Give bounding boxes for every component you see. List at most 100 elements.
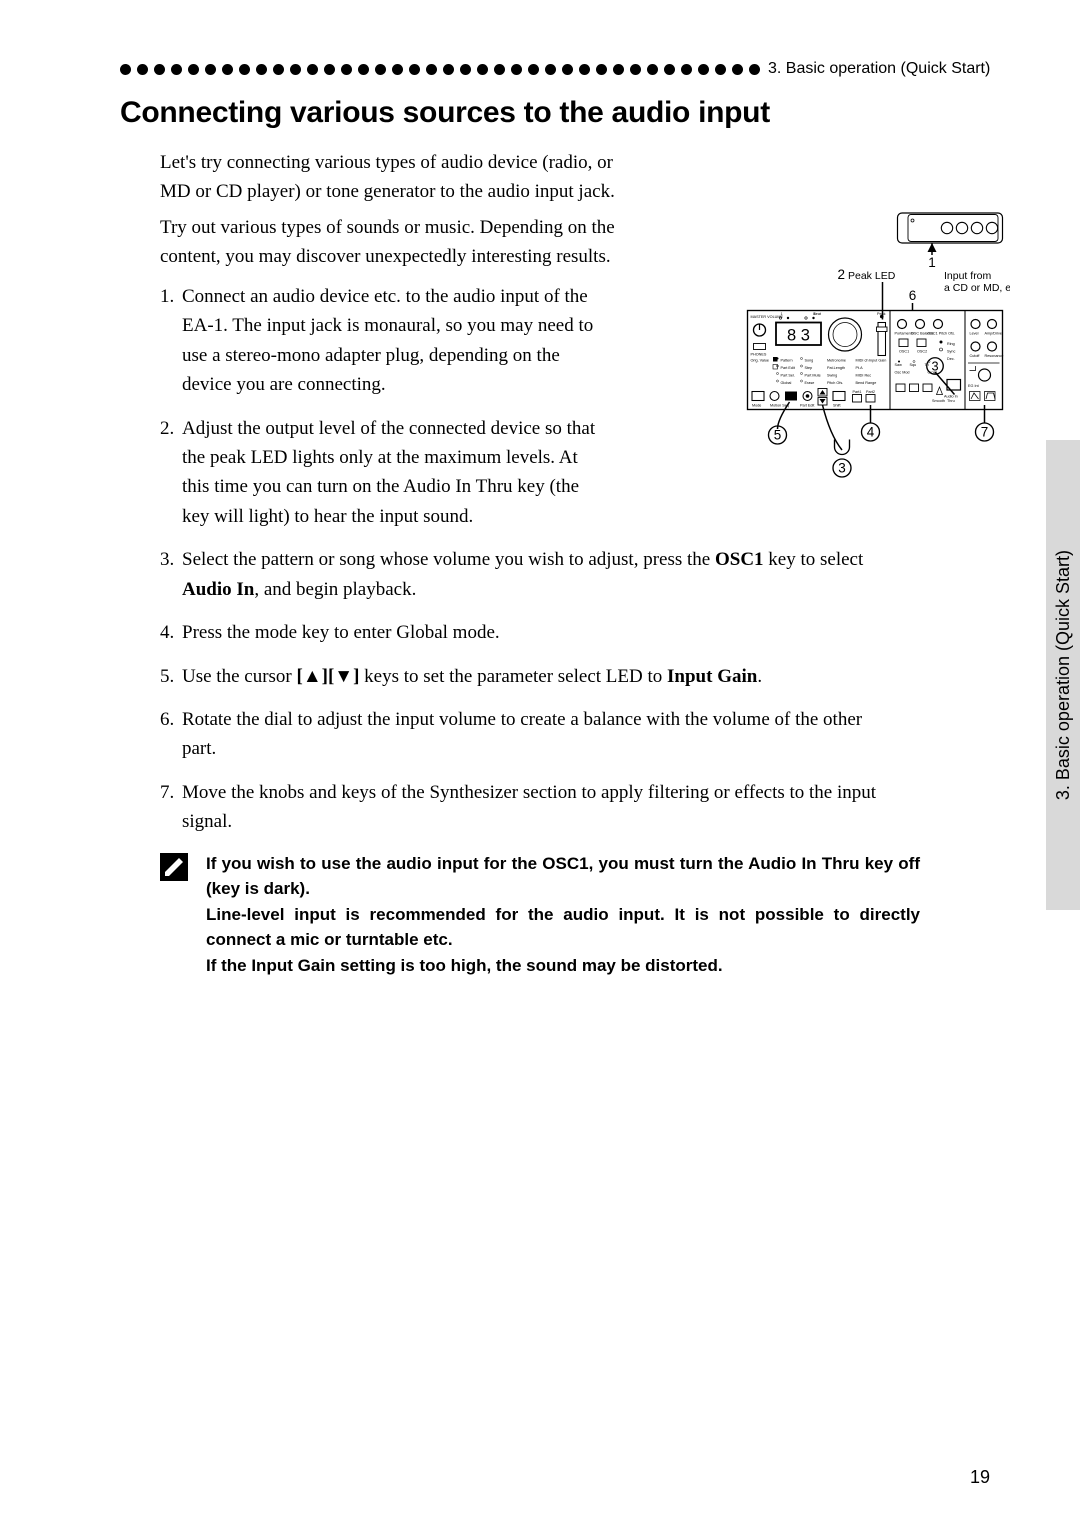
svg-text:Erase: Erase (805, 381, 815, 385)
svg-text:Part2: Part2 (866, 390, 875, 394)
svg-text:Part Sel.: Part Sel. (781, 374, 795, 378)
leader-dot (239, 64, 250, 75)
step-text: keys to set the parameter select LED to (359, 666, 667, 687)
leader-dot (256, 64, 267, 75)
leader-dot (647, 64, 658, 75)
svg-text:OSC1: OSC1 (899, 350, 909, 354)
svg-text:Audio In: Audio In (944, 395, 958, 399)
leader-dot (290, 64, 301, 75)
leader-dot (137, 64, 148, 75)
page-number: 19 (970, 1467, 990, 1488)
svg-text:Smooth: Smooth (932, 399, 945, 403)
note-line: Line-level input is recommended for the … (206, 902, 920, 953)
leader-dot (443, 64, 454, 75)
pencil-icon (160, 853, 188, 881)
svg-text:Dec.: Dec. (947, 357, 955, 361)
svg-text:Saw: Saw (895, 363, 903, 367)
leader-dot (426, 64, 437, 75)
svg-text:Thru: Thru (947, 399, 955, 403)
step-1: Connect an audio device etc. to the audi… (160, 282, 600, 400)
callout-4: 4 (867, 425, 875, 440)
callout-3: 3 (931, 359, 938, 374)
svg-text:Song: Song (805, 359, 814, 363)
step-4: Press the mode key to enter Global mode. (160, 618, 900, 647)
svg-text:EG Int: EG Int (968, 384, 980, 388)
callout-5: 5 (774, 428, 782, 443)
step-3: Select the pattern or song whose volume … (160, 545, 900, 604)
leader-dot (341, 64, 352, 75)
diagram-input-from-1: Input from (944, 270, 992, 282)
callout-1: 1 (928, 255, 936, 270)
step-text: Adjust the output level of the connected… (182, 418, 595, 527)
leader-dot (562, 64, 573, 75)
leader-dot (528, 64, 539, 75)
callout-2: 2 (838, 267, 846, 282)
note-line: If you wish to use the audio input for t… (206, 851, 920, 902)
step-5: Use the cursor [▲][▼] keys to set the pa… (160, 662, 900, 691)
svg-text:Part Mute: Part Mute (805, 374, 821, 378)
svg-text:Sync: Sync (947, 350, 955, 354)
leader-dot (188, 64, 199, 75)
step-text: Move the knobs and keys of the Synthesiz… (182, 782, 876, 832)
step-strong: Input Gain (667, 666, 757, 687)
leader-dot (358, 64, 369, 75)
diagram-peak-led: Peak LED (848, 270, 896, 282)
leader-dot (205, 64, 216, 75)
step-2: Adjust the output level of the connected… (160, 414, 600, 532)
side-tab: 3. Basic operation (Quick Start) (1046, 440, 1080, 910)
step-text: Press the mode key to enter Global mode. (182, 622, 500, 643)
step-text: Connect an audio device etc. to the audi… (182, 286, 593, 395)
step-strong: [▲][▼] (297, 666, 360, 687)
svg-text:Pat.Length: Pat.Length (827, 366, 845, 370)
svg-text:Pattern: Pattern (781, 359, 793, 363)
step-7: Move the knobs and keys of the Synthesiz… (160, 778, 900, 837)
svg-text:Resonance: Resonance (985, 354, 1004, 358)
svg-text:Bend Range: Bend Range (856, 381, 877, 385)
svg-text:OSC2: OSC2 (917, 350, 927, 354)
leader-dot (460, 64, 471, 75)
leader-dot (715, 64, 726, 75)
svg-text:Squ: Squ (910, 363, 917, 367)
intro-block: Let's try connecting various types of au… (160, 148, 630, 272)
callout-3b: 3 (838, 461, 846, 476)
label: MASTER VOLUME (751, 315, 784, 319)
leader-dot (511, 64, 522, 75)
step-6: Rotate the dial to adjust the input volu… (160, 705, 900, 764)
display-value: 8 3 (787, 327, 810, 345)
leader-dot (681, 64, 692, 75)
svg-text:Shift: Shift (833, 404, 841, 408)
svg-text:Beat: Beat (813, 312, 822, 316)
leader-dot (579, 64, 590, 75)
svg-text:Level: Level (970, 332, 979, 336)
dot-leader (120, 64, 760, 75)
leader-dot (698, 64, 709, 75)
step-text: key to select (764, 549, 864, 570)
svg-text:Mode: Mode (752, 404, 761, 408)
control-panel: MASTER VOLUME PHONES 8 3 1 4 Beat (748, 311, 1004, 410)
diagram-input-from-2: a CD or MD, etc. (944, 282, 1010, 294)
leader-dot (749, 64, 760, 75)
note-text: If you wish to use the audio input for t… (206, 851, 920, 979)
side-tab-label: 3. Basic operation (Quick Start) (1053, 550, 1074, 800)
svg-text:Step: Step (805, 366, 813, 370)
svg-text:Peak: Peak (877, 312, 886, 316)
leader-dot (120, 64, 131, 75)
step-strong: Audio In (182, 579, 254, 600)
label: PHONES (751, 353, 767, 357)
svg-text:Metronome: Metronome (827, 359, 846, 363)
step-strong: OSC1 (715, 549, 764, 570)
svg-text:Orig. Value: Orig. Value (751, 359, 769, 363)
svg-text:Global: Global (781, 381, 792, 385)
note-line: If the Input Gain setting is too high, t… (206, 953, 920, 979)
svg-text:1: 1 (781, 312, 783, 316)
svg-text:MIDI Rec: MIDI Rec (856, 374, 872, 378)
device-diagram: 1 Input from a CD or MD, etc. 2 Peak LED… (740, 210, 1010, 485)
leader-dot (732, 64, 743, 75)
svg-text:MIDI ch: MIDI ch (856, 359, 869, 363)
leader-dot (392, 64, 403, 75)
step-text: Select the pattern or song whose volume … (182, 549, 715, 570)
leader-dot (375, 64, 386, 75)
note-block: If you wish to use the audio input for t… (160, 851, 920, 979)
leader-dot (273, 64, 284, 75)
header-row: 3. Basic operation (Quick Start) (120, 60, 990, 78)
